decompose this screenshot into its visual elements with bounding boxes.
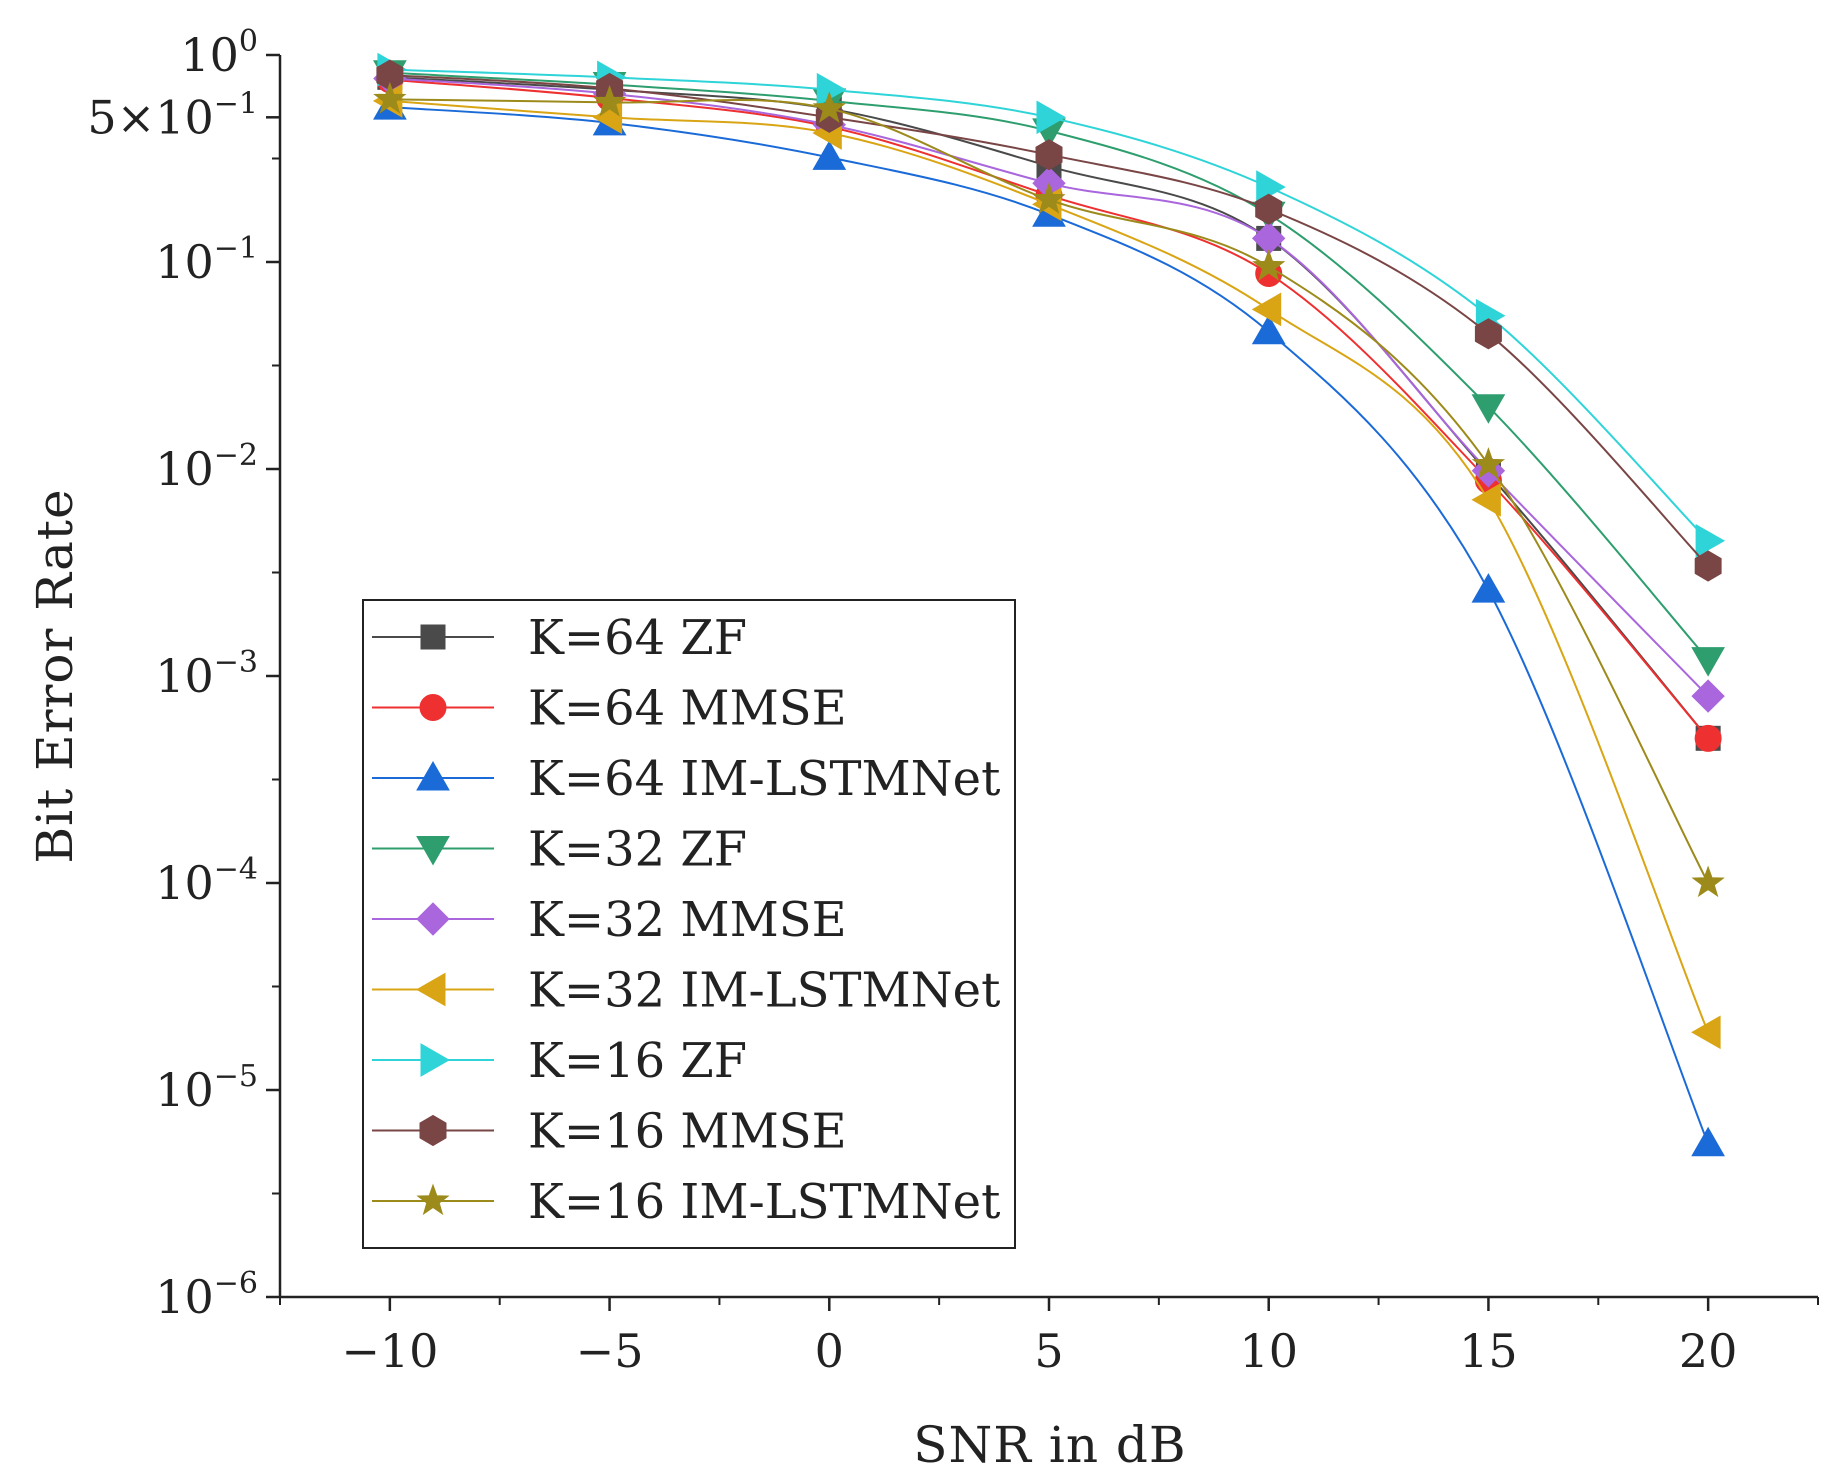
y-tick-base: 10	[180, 28, 239, 82]
y-tick-exponent: −6	[214, 1266, 258, 1301]
legend-marker	[416, 836, 450, 866]
data-point	[1471, 573, 1506, 603]
y-tick-label: 100	[180, 24, 258, 82]
data-point	[1032, 182, 1066, 214]
y-tick-label: 10−6	[155, 1266, 258, 1324]
legend-item: K=64 ZF	[372, 610, 747, 666]
y-tick-base: 10	[155, 856, 214, 910]
x-tick-label: −5	[576, 1324, 644, 1378]
y-tick-label: 10−5	[155, 1059, 258, 1117]
x-tick-label: 10	[1239, 1324, 1298, 1378]
legend-label: K=64 MMSE	[528, 681, 847, 737]
legend-label: K=16 MMSE	[528, 1104, 847, 1160]
data-point	[1251, 314, 1286, 345]
data-point	[1691, 679, 1725, 713]
legend-marker	[419, 694, 447, 721]
y-tick-exponent: −5	[214, 1059, 258, 1094]
x-tick-label: 15	[1459, 1324, 1518, 1378]
legend-label: K=32 IM-LSTMNet	[528, 963, 1000, 1019]
data-point	[1035, 139, 1063, 171]
series-line	[389, 98, 1709, 884]
data-point	[1691, 1126, 1725, 1157]
y-tick-base: 10	[155, 442, 214, 496]
data-point	[1036, 100, 1067, 135]
legend-item: K=16 IM-LSTMNet	[372, 1174, 1000, 1230]
data-point	[1255, 193, 1283, 225]
legend-marker	[420, 624, 446, 650]
series-line	[389, 99, 1710, 1033]
legend-label: K=32 MMSE	[528, 892, 847, 948]
y-tick-label: 10−4	[155, 852, 258, 910]
legend-marker	[420, 1043, 451, 1077]
legend-item: K=64 IM-LSTMNet	[372, 751, 1000, 807]
legend-item: K=32 MMSE	[372, 892, 847, 948]
y-tick-exponent: −2	[214, 438, 258, 473]
legend-label: K=64 ZF	[528, 610, 747, 666]
x-axis-title: SNR in dB	[913, 1416, 1186, 1474]
legend-marker	[416, 760, 450, 791]
legend-label: K=64 IM-LSTMNet	[528, 751, 1000, 807]
data-point	[1471, 447, 1506, 479]
legend-item: K=32 IM-LSTMNet	[372, 963, 1000, 1019]
legend-marker	[419, 1114, 447, 1147]
y-tick-base: 10	[155, 1063, 214, 1117]
x-tick-label: 20	[1679, 1324, 1738, 1378]
data-point	[1251, 292, 1282, 327]
series-k-32-im-lstmnet	[372, 84, 1721, 1050]
data-point	[1474, 318, 1502, 350]
y-tick-exponent: 0	[239, 24, 258, 59]
data-point	[1252, 249, 1286, 281]
legend-marker	[416, 1183, 450, 1216]
data-point	[592, 84, 627, 117]
y-tick-base: 5×10	[87, 90, 213, 144]
legend-item: K=16 MMSE	[372, 1104, 847, 1160]
y-tick-label: 10−3	[155, 645, 258, 703]
y-tick-exponent: −1	[214, 86, 258, 121]
data-point	[1691, 865, 1725, 898]
y-tick-base: 10	[155, 1270, 214, 1324]
y-tick-exponent: −1	[214, 231, 258, 266]
legend-label: K=32 ZF	[528, 822, 747, 878]
data-point	[1691, 647, 1725, 677]
series-k-16-im-lstmnet	[373, 81, 1725, 898]
y-tick-exponent: −3	[214, 645, 258, 680]
data-point	[812, 91, 846, 123]
y-tick-base: 10	[155, 235, 214, 289]
x-tick-label: −10	[341, 1324, 438, 1378]
y-tick-base: 10	[155, 649, 214, 703]
x-ticks: −10 −5 0 5 10 15 20	[279, 1297, 1819, 1378]
data-point	[812, 140, 847, 170]
x-tick-label: 0	[815, 1324, 844, 1378]
y-tick-label: 10−1	[155, 231, 258, 289]
legend: K=64 ZF K=64 MMSE K=64 IM-LSTMNet K=32 ZF K=…	[362, 599, 1016, 1249]
series-line	[389, 106, 1710, 1145]
x-tick-label: 5	[1034, 1324, 1063, 1378]
y-tick-exponent: −4	[214, 852, 258, 887]
data-point	[1694, 550, 1722, 582]
y-axis-title: Bit Error Rate	[26, 488, 84, 863]
legend-item: K=64 MMSE	[372, 681, 847, 737]
series	[372, 52, 1726, 1157]
legend-marker	[415, 972, 446, 1007]
data-point	[1471, 394, 1506, 424]
data-point	[1694, 724, 1722, 752]
legend-item: K=16 ZF	[372, 1033, 747, 1089]
legend-label: K=16 ZF	[528, 1033, 747, 1089]
data-point	[1691, 1015, 1721, 1050]
data-point	[1695, 523, 1726, 558]
legend-item: K=32 ZF	[372, 822, 747, 878]
y-tick-label: 10−2	[155, 438, 258, 496]
legend-marker	[416, 902, 450, 936]
y-tick-label: 5×10−1	[87, 86, 258, 144]
data-point	[373, 81, 407, 114]
legend-label: K=16 IM-LSTMNet	[528, 1174, 1000, 1230]
data-point	[1471, 482, 1501, 517]
